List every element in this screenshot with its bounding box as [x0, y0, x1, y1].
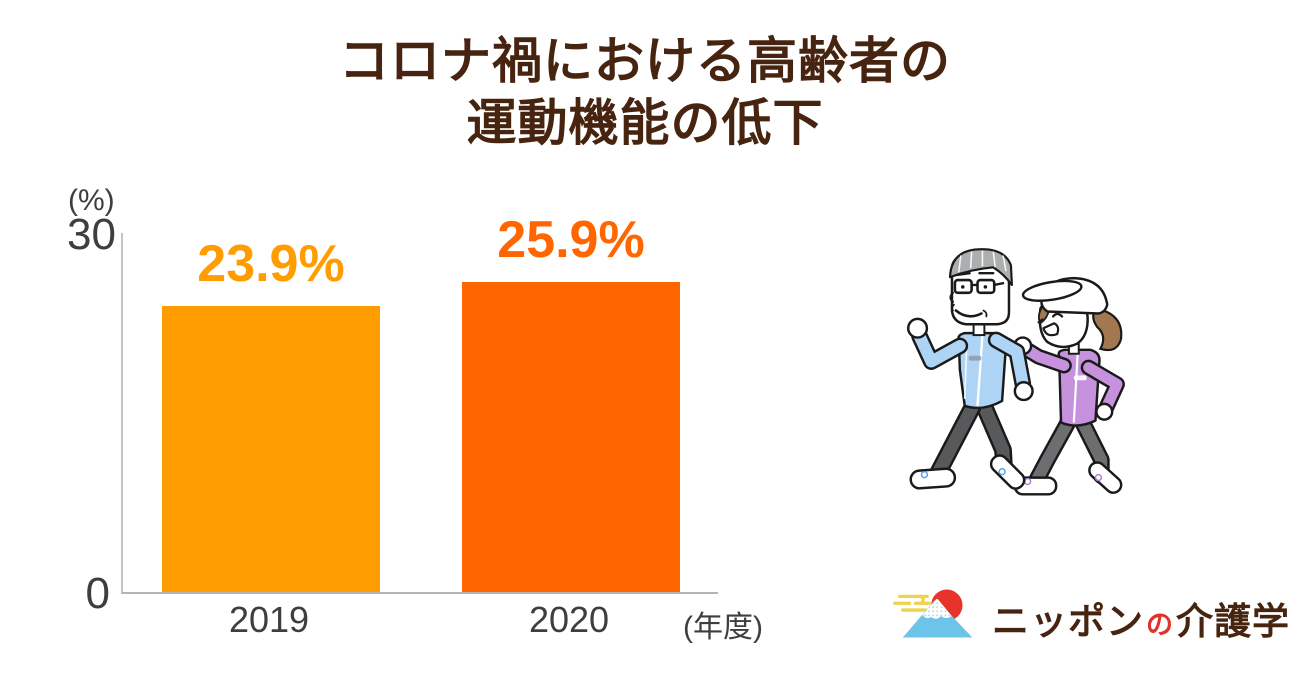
fuji-mountain-icon — [902, 600, 973, 638]
bar-value-label-2019: 23.9% — [197, 235, 345, 293]
site-logo: ニッポン の 介護学 — [890, 584, 1290, 646]
glasses-icon — [953, 278, 1005, 295]
logo-text-nippon: ニッポン — [992, 601, 1144, 642]
x-axis-tick-2020: 2020 — [528, 599, 610, 640]
y-axis-tick-30: 30 — [67, 210, 116, 259]
title-line-2: 運動機能の低下 — [466, 95, 824, 151]
chart-title: コロナ禍における高齢者の 運動機能の低下 — [0, 30, 1290, 154]
bar-2020 — [462, 282, 680, 592]
bar-group-2020: 25.9% — [462, 214, 680, 592]
title-line-1: コロナ禍における高齢者の — [339, 33, 951, 89]
x-axis-tick-2019: 2019 — [228, 599, 310, 640]
x-axis-unit-label: (年度) — [683, 611, 763, 644]
y-axis-tick-0: 0 — [85, 569, 110, 618]
bar-value-label-2020: 25.9% — [497, 211, 645, 270]
y-axis-unit-label: (%) — [68, 184, 115, 217]
bar-2019 — [162, 306, 380, 592]
plot-area: 23.9% 25.9% — [121, 214, 718, 594]
logo-text-no: の — [1146, 610, 1174, 640]
logo-text-kaigogaku: 介護学 — [1176, 601, 1290, 642]
mount-fuji-sun-clouds-icon — [893, 589, 973, 638]
cloud-icon — [893, 594, 931, 612]
logo-text: ニッポン の 介護学 — [992, 603, 1290, 646]
bar-group-2019: 23.9% — [162, 233, 380, 592]
woman-figure — [1013, 276, 1125, 496]
man-shoes — [909, 454, 1026, 490]
man-figure — [907, 248, 1034, 490]
elderly-couple-illustration — [907, 248, 1125, 496]
